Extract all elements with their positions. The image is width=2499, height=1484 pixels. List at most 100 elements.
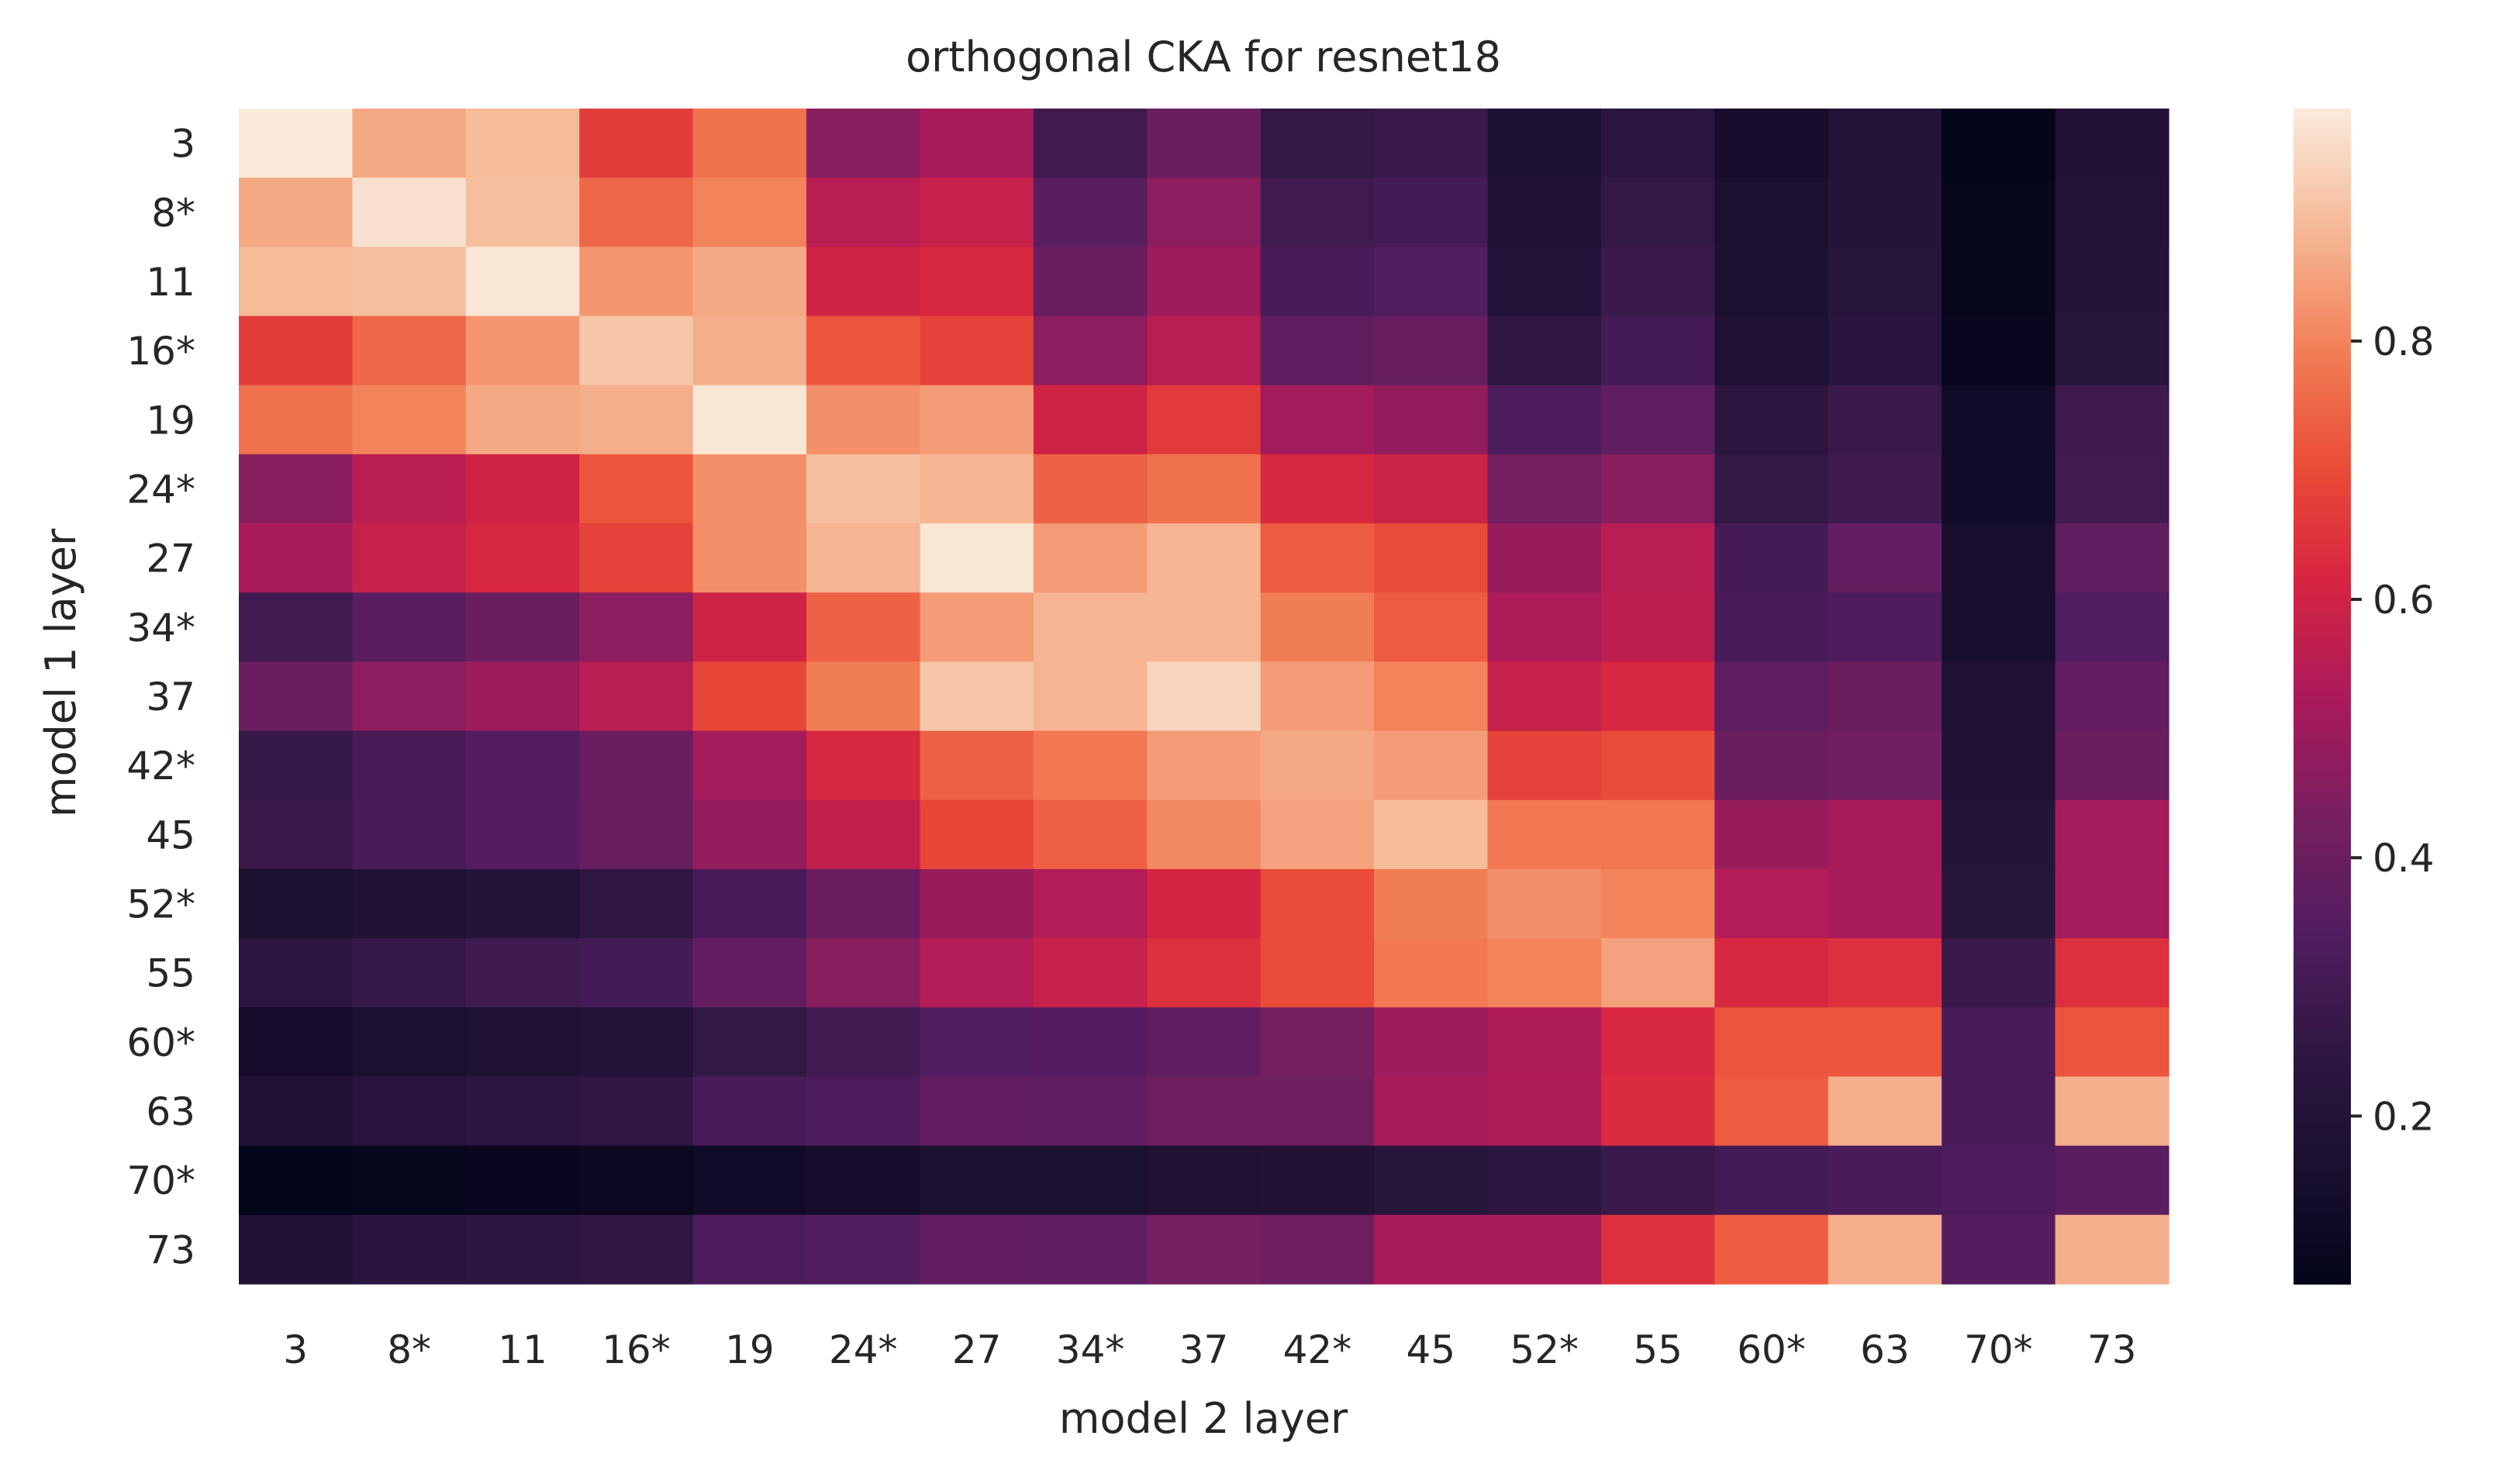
heatmap-cell-14-13	[1714, 1076, 1829, 1147]
heatmap-cell-0-11	[1487, 109, 1602, 178]
colorbar-segment	[2294, 1154, 2351, 1160]
heatmap-cell-10-3	[579, 799, 694, 870]
heatmap-cell-5-6	[920, 454, 1034, 524]
y-tick-label: 16*	[126, 329, 195, 374]
colorbar-segment	[2294, 617, 2351, 623]
colorbar-segment	[2294, 861, 2351, 866]
colorbar-segment	[2294, 414, 2351, 419]
colorbar-segment	[2294, 547, 2351, 552]
colorbar-segment	[2294, 802, 2351, 807]
colorbar-segment	[2294, 649, 2351, 654]
heatmap-cell-6-8	[1147, 523, 1262, 593]
colorbar-segment	[2294, 257, 2351, 262]
y-tick-label: 34*	[126, 606, 195, 651]
colorbar-segment	[2294, 853, 2351, 858]
colorbar-segment	[2294, 1092, 2351, 1097]
heatmap-cell-3-12	[1600, 316, 1715, 386]
colorbar-segment	[2294, 586, 2351, 592]
colorbar-segment	[2294, 1080, 2351, 1085]
colorbar-segment	[2294, 543, 2351, 548]
heatmap-cell-1-13	[1714, 178, 1829, 247]
colorbar-segment	[2294, 571, 2351, 576]
heatmap-cell-10-8	[1147, 799, 1262, 870]
y-tick-label: 42*	[126, 744, 195, 789]
colorbar-segment	[2294, 496, 2351, 502]
heatmap-cell-7-3	[579, 592, 694, 663]
colorbar-segment	[2294, 359, 2351, 364]
colorbar-segment	[2294, 143, 2351, 149]
heatmap-cell-13-0	[239, 1007, 354, 1078]
heatmap-cell-7-16	[2055, 592, 2169, 663]
heatmap-cell-2-7	[1033, 247, 1148, 317]
colorbar-segment	[2294, 508, 2351, 513]
colorbar-segment	[2294, 1006, 2351, 1011]
colorbar-segment	[2294, 970, 2351, 975]
colorbar-segment	[2294, 277, 2351, 282]
colorbar-segment	[2294, 539, 2351, 544]
colorbar-segment	[2294, 1189, 2351, 1195]
heatmap-cell-9-16	[2055, 730, 2169, 801]
heatmap-cell-10-5	[806, 799, 921, 870]
colorbar-segment	[2294, 790, 2351, 795]
colorbar-segment	[2294, 927, 2351, 932]
heatmap-cell-11-11	[1487, 868, 1602, 939]
y-tick-label: 24*	[126, 467, 195, 512]
heatmap-cell-0-8	[1147, 109, 1262, 178]
heatmap-cell-10-13	[1714, 799, 1829, 870]
heatmap-cell-3-16	[2055, 316, 2169, 386]
heatmap-cell-13-6	[920, 1007, 1034, 1078]
heatmap-cell-5-5	[806, 454, 921, 524]
x-tick-label: 24*	[829, 1327, 898, 1372]
colorbar-segment	[2294, 857, 2351, 862]
colorbar-segment	[2294, 433, 2351, 439]
heatmap-cell-0-15	[1942, 109, 2056, 178]
heatmap-cell-0-7	[1033, 109, 1148, 178]
colorbar-segment	[2294, 1225, 2351, 1230]
heatmap-cell-15-8	[1147, 1145, 1262, 1216]
heatmap-cell-11-12	[1600, 868, 1715, 939]
heatmap-cell-15-7	[1033, 1145, 1148, 1216]
colorbar-segment	[2294, 813, 2351, 819]
heatmap-cell-5-2	[465, 454, 580, 524]
colorbar-segment	[2294, 1229, 2351, 1234]
heatmap-cell-14-2	[465, 1076, 580, 1147]
heatmap-cell-5-14	[1828, 454, 1942, 524]
colorbar-segment	[2294, 151, 2351, 157]
colorbar-segment	[2294, 195, 2351, 200]
colorbar	[2294, 109, 2351, 1285]
heatmap-cell-9-8	[1147, 730, 1262, 801]
heatmap-cell-0-2	[465, 109, 580, 178]
colorbar-segment	[2294, 249, 2351, 254]
colorbar-segment	[2294, 1193, 2351, 1199]
colorbar-segment	[2294, 1111, 2351, 1116]
heatmap-cell-4-9	[1260, 385, 1375, 455]
heatmap-cell-1-8	[1147, 178, 1262, 247]
colorbar-segment	[2294, 798, 2351, 803]
colorbar-segment	[2294, 468, 2351, 474]
colorbar-segment	[2294, 943, 2351, 948]
heatmap-cell-3-14	[1828, 316, 1942, 386]
heatmap-cell-14-12	[1600, 1076, 1715, 1147]
heatmap-cell-13-5	[806, 1007, 921, 1078]
colorbar-segment	[2294, 1197, 2351, 1203]
colorbar-segment	[2294, 124, 2351, 129]
heatmap-cell-3-1	[352, 316, 467, 386]
heatmap-cell-6-10	[1374, 523, 1489, 593]
colorbar-segment	[2294, 1147, 2351, 1151]
heatmap-cell-7-7	[1033, 592, 1148, 663]
colorbar-segment	[2294, 951, 2351, 956]
heatmap-cell-16-10	[1374, 1214, 1489, 1285]
heatmap-cell-8-5	[806, 661, 921, 732]
heatmap-cell-1-5	[806, 178, 921, 247]
x-tick-label: 34*	[1056, 1327, 1125, 1372]
x-tick-label: 52*	[1510, 1327, 1579, 1372]
colorbar-segment	[2294, 657, 2351, 662]
heatmap-cell-1-3	[579, 178, 694, 247]
heatmap-cell-4-14	[1828, 385, 1942, 455]
colorbar-segment	[2294, 355, 2351, 361]
colorbar-segment	[2294, 626, 2351, 630]
y-tick-label: 27	[146, 537, 195, 582]
colorbar-segment	[2294, 731, 2351, 737]
heatmap-cell-7-1	[352, 592, 467, 663]
heatmap-cell-9-14	[1828, 730, 1942, 801]
